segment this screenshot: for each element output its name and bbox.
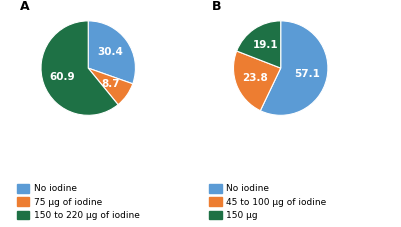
Text: 57.1: 57.1 [294,69,320,79]
Text: B: B [212,0,222,13]
Text: 23.8: 23.8 [242,73,268,83]
Text: A: A [20,0,29,13]
Wedge shape [88,21,136,84]
Wedge shape [260,21,328,115]
Legend: No iodine, 75 μg of iodine, 150 to 220 μg of iodine: No iodine, 75 μg of iodine, 150 to 220 μ… [16,184,140,220]
Wedge shape [237,21,281,68]
Wedge shape [41,21,118,115]
Wedge shape [88,68,133,105]
Wedge shape [233,51,281,111]
Text: 8.7: 8.7 [101,79,120,89]
Text: 30.4: 30.4 [97,47,124,57]
Text: 19.1: 19.1 [252,40,278,50]
Text: 60.9: 60.9 [50,72,75,82]
Legend: No iodine, 45 to 100 μg of iodine, 150 μg: No iodine, 45 to 100 μg of iodine, 150 μ… [209,184,326,220]
